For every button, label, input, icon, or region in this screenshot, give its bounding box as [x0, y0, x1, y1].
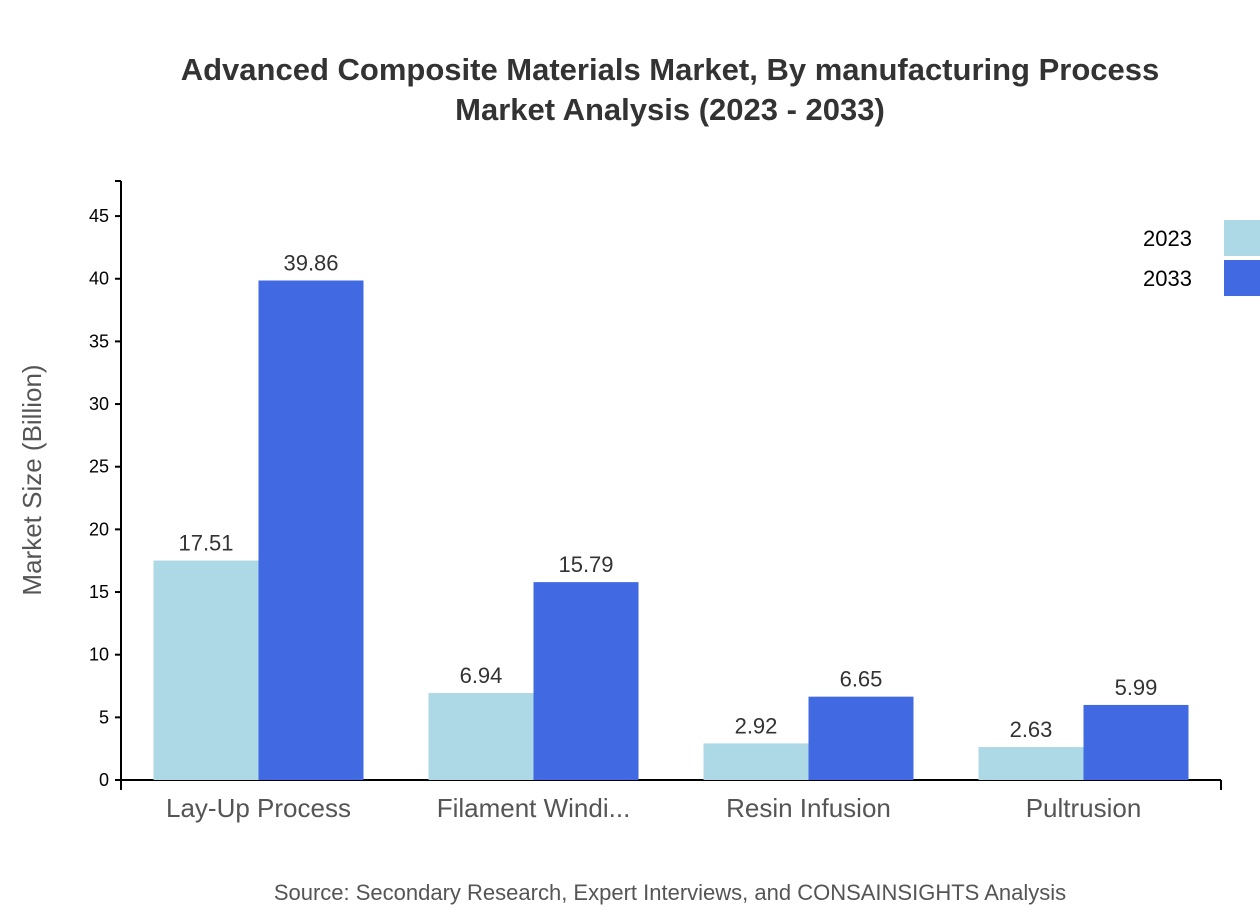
x-axis: Lay-Up Process Filament Windi... Resin Inf… [120, 779, 1222, 823]
legend-swatch-2023 [1224, 220, 1260, 256]
y-tick-label: 0 [99, 770, 109, 790]
y-tick-label: 10 [89, 645, 109, 665]
data-label: 5.99 [1115, 675, 1158, 700]
y-tick-label: 15 [89, 582, 109, 602]
bars: 17.51 6.94 2.92 2.63 39.86 15.79 6.65 5.99 [153, 250, 1189, 780]
bar-2033-3 [1083, 704, 1189, 780]
legend: 2023 2033 [1143, 220, 1260, 296]
data-label: 39.86 [283, 250, 338, 275]
legend-label: 2033 [1143, 266, 1192, 291]
y-tick-label: 20 [89, 519, 109, 539]
bar-2023-1 [428, 693, 534, 780]
bar-2023-0 [153, 560, 259, 780]
x-tick-label: Resin Infusion [726, 793, 891, 823]
data-label: 17.51 [178, 531, 233, 556]
y-tick-label: 5 [99, 707, 109, 727]
bar-2033-1 [533, 582, 639, 780]
data-label: 6.65 [840, 667, 883, 692]
chart-subtitle: Market Analysis (2023 - 2033) [455, 92, 885, 127]
bar-2023-3 [978, 747, 1084, 780]
source-note: Source: Secondary Research, Expert Inter… [274, 880, 1066, 905]
x-tick-label: Lay-Up Process [166, 793, 351, 823]
data-label: 2.63 [1010, 717, 1053, 742]
y-tick-label: 30 [89, 394, 109, 414]
data-label: 15.79 [558, 552, 613, 577]
x-tick-label: Filament Windi... [437, 793, 631, 823]
data-label: 6.94 [460, 663, 503, 688]
y-axis: 0 5 10 15 20 25 30 35 40 45 [89, 180, 122, 790]
data-label: 2.92 [735, 713, 778, 738]
y-tick-label: 40 [89, 269, 109, 289]
y-tick-label: 25 [89, 457, 109, 477]
legend-swatch-2033 [1224, 260, 1260, 296]
chart-title: Advanced Composite Materials Market, By … [181, 52, 1160, 87]
y-tick-label: 35 [89, 331, 109, 351]
legend-label: 2023 [1143, 226, 1192, 251]
bar-2033-0 [258, 280, 364, 780]
bar-2023-2 [703, 743, 809, 780]
y-axis-label: Market Size (Billion) [17, 364, 47, 595]
y-tick-label: 45 [89, 206, 109, 226]
x-tick-label: Pultrusion [1026, 793, 1142, 823]
bar-2033-2 [808, 696, 914, 780]
